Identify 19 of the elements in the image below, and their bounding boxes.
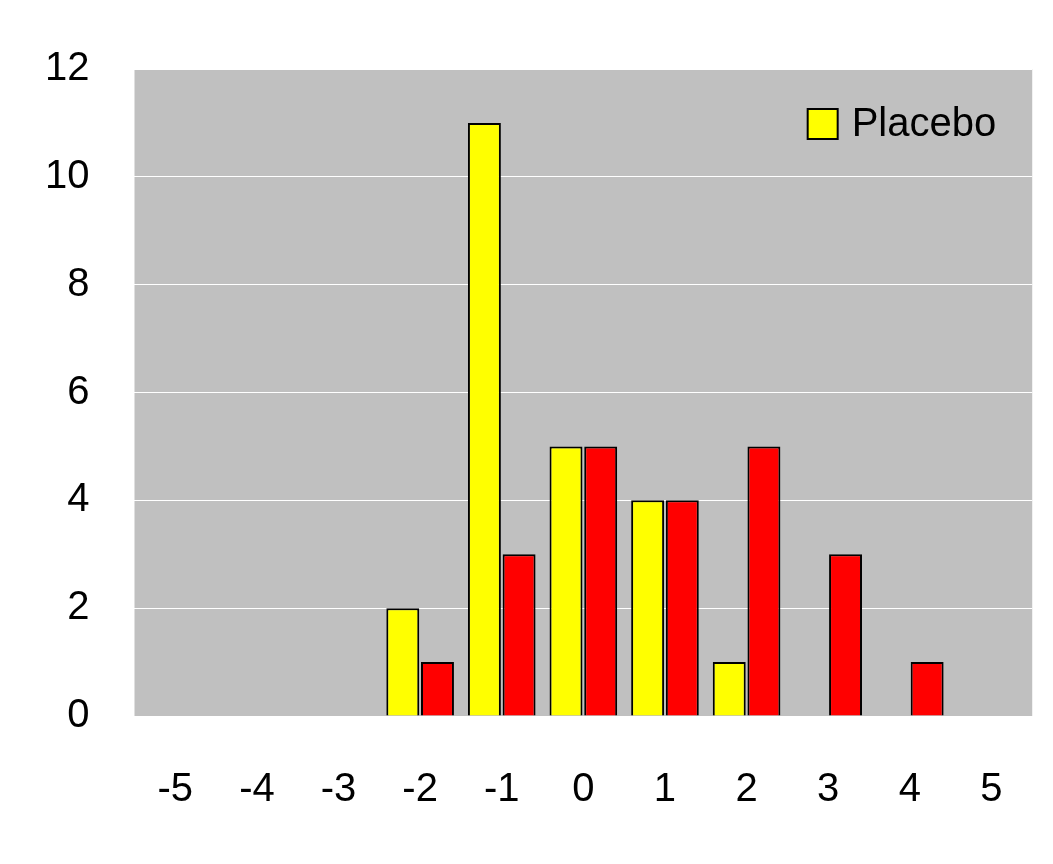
y-tick-label: 2 — [67, 583, 90, 628]
legend-label: Placebo — [851, 100, 997, 145]
y-tick-label: 4 — [67, 475, 90, 520]
x-tick-label: 0 — [572, 765, 595, 810]
y-tick-label: 6 — [67, 367, 90, 412]
x-tick-label: 3 — [817, 765, 840, 810]
y-tick-label: 0 — [67, 691, 90, 736]
x-tick-label: -5 — [157, 765, 194, 810]
x-tick-label: -4 — [239, 765, 275, 810]
x-tick-label: 2 — [735, 765, 758, 810]
y-tick-label: 12 — [44, 44, 90, 89]
x-tick-label: -3 — [320, 765, 357, 810]
x-tick-label: 4 — [898, 765, 921, 810]
x-tick-label: 5 — [980, 765, 1003, 810]
x-tick-label: -1 — [483, 765, 520, 810]
x-tick-label: 1 — [653, 765, 677, 810]
y-tick-label: 8 — [67, 259, 90, 304]
x-tick-label: -2 — [402, 765, 438, 810]
y-tick-label: 10 — [44, 151, 90, 196]
